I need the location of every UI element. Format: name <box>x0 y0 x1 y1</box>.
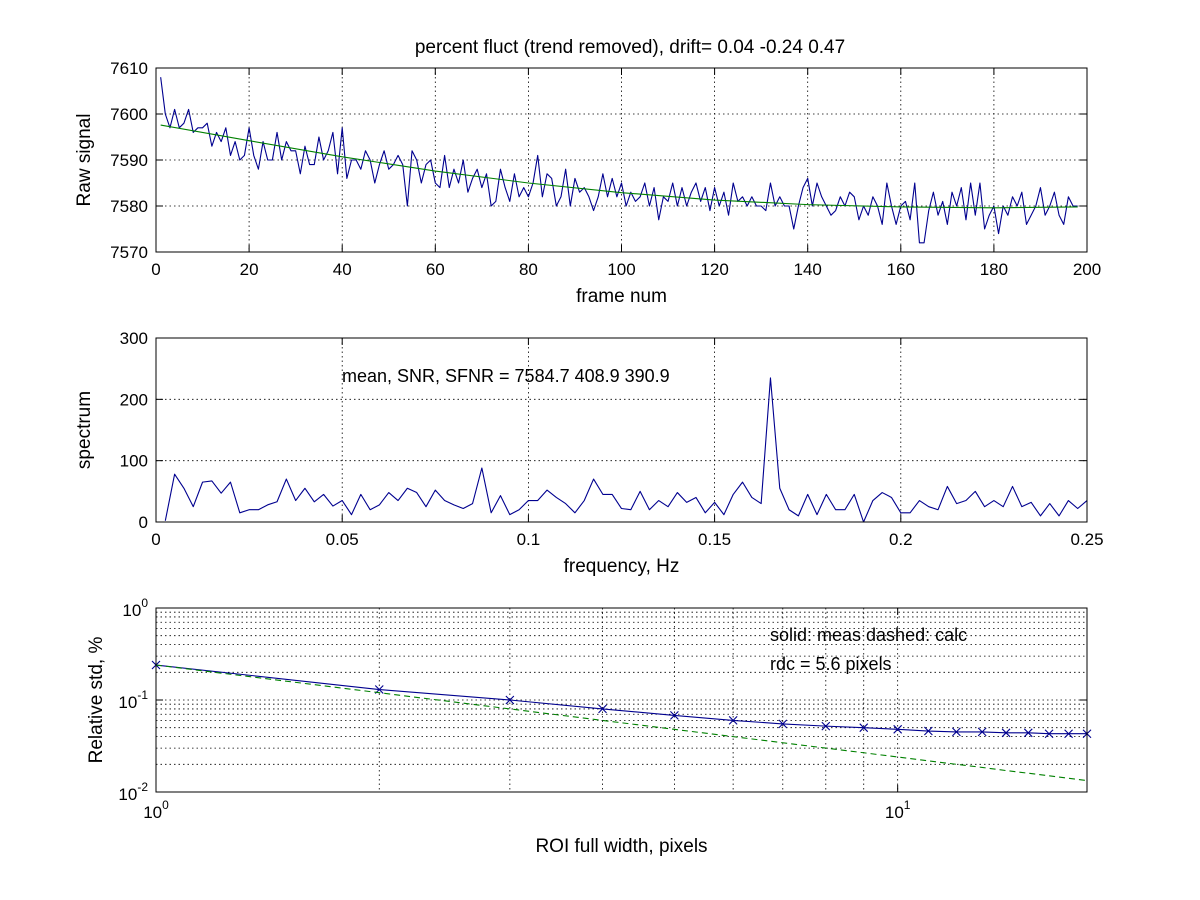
grid-lines <box>156 608 1087 792</box>
x-tick-label: 60 <box>426 260 445 279</box>
y-tick-label-exp: 0 <box>141 596 148 610</box>
x-axis-label: frame num <box>576 286 667 307</box>
x-tick-label: 120 <box>700 260 728 279</box>
x-tick-label: 100 <box>143 798 169 822</box>
x-tick-label: 20 <box>240 260 259 279</box>
series-0-line <box>160 77 1078 244</box>
series-0-marker <box>1044 729 1054 739</box>
y-tick-label-base: 10 <box>118 693 137 712</box>
y-tick-label: 10-2 <box>118 780 148 804</box>
series-0-marker <box>728 716 738 725</box>
series-0-marker <box>1064 729 1073 739</box>
x-tick-label-base: 10 <box>885 803 904 822</box>
x-tick-label: 0 <box>151 530 160 549</box>
x-tick-label: 80 <box>519 260 538 279</box>
legend-annotation: rdc = 5.6 pixels <box>770 654 892 674</box>
series-0-line <box>164 377 1088 523</box>
x-tick-label: 0.25 <box>1070 530 1103 549</box>
x-axis-label: frequency, Hz <box>564 556 680 577</box>
y-tick-label: 0 <box>139 513 148 532</box>
series-0-marker <box>923 726 933 736</box>
x-tick-label: 180 <box>980 260 1008 279</box>
x-tick-label-base: 10 <box>143 803 162 822</box>
x-tick-label: 0.2 <box>889 530 913 549</box>
series-1-line <box>160 124 1078 209</box>
y-tick-label: 10-1 <box>118 688 148 712</box>
x-tick-label: 0.1 <box>517 530 541 549</box>
y-tick-label-exp: -2 <box>137 780 148 794</box>
chart-title: percent fluct (trend removed), drift= 0.… <box>415 37 845 58</box>
series-0-marker <box>952 727 961 737</box>
series-0-marker <box>821 721 831 731</box>
y-tick-label-base: 10 <box>122 601 141 620</box>
series-0-marker <box>1023 728 1033 738</box>
y-tick-label: 7590 <box>110 151 148 170</box>
series-0-line <box>155 664 1087 735</box>
y-tick-label: 200 <box>120 390 148 409</box>
series-0-marker <box>598 704 607 714</box>
y-tick-label: 100 <box>120 452 148 471</box>
y-tick-label: 7610 <box>110 59 148 78</box>
x-tick-label: 0.05 <box>326 530 359 549</box>
y-axis-label: Raw signal <box>74 114 95 207</box>
x-tick-label-exp: 1 <box>904 798 911 812</box>
series-1-line <box>155 664 1088 782</box>
series-0-marker <box>505 695 515 705</box>
x-tick-label: 101 <box>885 798 911 822</box>
y-tick-label-base: 10 <box>118 785 137 804</box>
series-0-marker <box>859 723 869 733</box>
x-tick-label: 100 <box>607 260 635 279</box>
y-tick-label: 300 <box>120 329 148 348</box>
series-0-marker <box>778 719 788 729</box>
raw-signal-panel: 0 20 40 60 80 100 120 140 160 180 200 7570 7580 7590 7… <box>74 37 1101 307</box>
series-0-marker <box>977 727 987 737</box>
y-tick-label-exp: -1 <box>137 688 148 702</box>
series-0-marker <box>1001 728 1011 738</box>
y-axis-label: Relative std, % <box>86 637 107 764</box>
y-tick-label: 7570 <box>110 243 148 262</box>
legend-annotation: solid: meas dashed: calc <box>770 625 967 645</box>
grid-lines <box>156 68 1087 252</box>
series-0-marker <box>670 711 679 720</box>
y-tick-label: 7580 <box>110 197 148 216</box>
x-tick-label: 200 <box>1073 260 1101 279</box>
y-axis-label: spectrum <box>74 391 95 469</box>
x-tick-label: 140 <box>794 260 822 279</box>
y-tick-label: 7600 <box>110 105 148 124</box>
stats-annotation: mean, SNR, SFNR = 7584.7 408.9 390.9 <box>342 366 670 386</box>
grid-lines <box>156 338 1087 522</box>
axes-frame <box>155 337 1088 523</box>
x-tick-label-exp: 0 <box>162 798 169 812</box>
x-tick-label: 0 <box>151 260 160 279</box>
x-axis-label: ROI full width, pixels <box>535 836 707 857</box>
spectrum-panel: 0 0.05 0.1 0.15 0.2 0.25 0 100 200 300 frequency, … <box>74 329 1104 577</box>
series-0-marker <box>893 724 903 734</box>
y-tick-label: 100 <box>122 596 148 620</box>
x-tick-label: 160 <box>887 260 915 279</box>
x-tick-label: 0.15 <box>698 530 731 549</box>
x-tick-label: 40 <box>333 260 352 279</box>
